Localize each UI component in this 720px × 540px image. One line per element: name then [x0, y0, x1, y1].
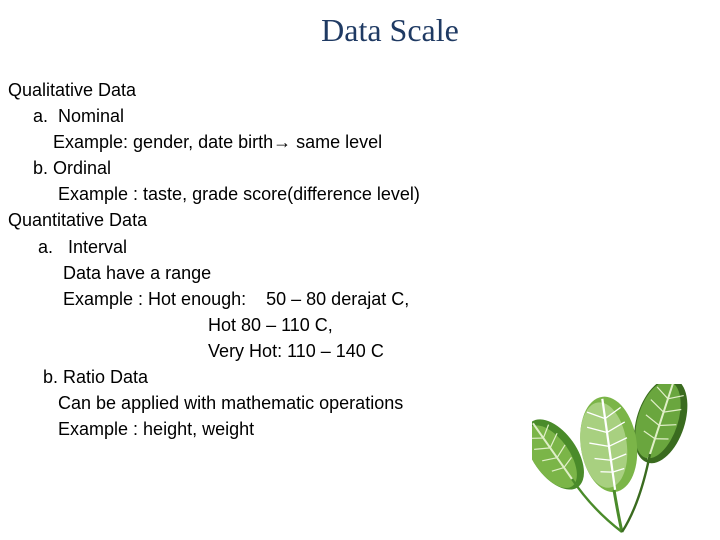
text-line: Qualitative Data [8, 77, 720, 103]
text-line: Very Hot: 110 – 140 C [8, 338, 720, 364]
text-line: Example: gender, date birth→ same level [8, 129, 720, 155]
text-line: Data have a range [8, 260, 720, 286]
text-line: a. Interval [8, 234, 720, 260]
text-line: Hot 80 – 110 C, [8, 312, 720, 338]
text-line: Example : taste, grade score(difference … [8, 181, 720, 207]
text-line: Quantitative Data [8, 207, 720, 233]
slide-title: Data Scale [0, 0, 720, 77]
text-line: Example : Hot enough: 50 – 80 derajat C, [8, 286, 720, 312]
text-line: b. Ordinal [8, 155, 720, 181]
text-line: a. Nominal [8, 103, 720, 129]
leaves-icon [532, 384, 702, 534]
